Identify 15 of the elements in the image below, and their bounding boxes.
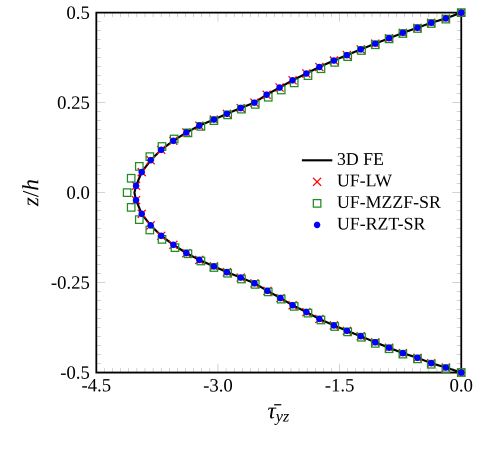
y-tick-label: -0.5 — [60, 366, 90, 379]
legend-label: UF-LW — [337, 174, 392, 186]
y-axis-title: z/h — [22, 180, 38, 206]
y-tick-label: 0.0 — [67, 186, 90, 199]
y-tick-label: 0.25 — [58, 96, 90, 109]
x-tick-label: 0.0 — [450, 378, 472, 392]
legend-label: UF-RZT-SR — [337, 218, 426, 230]
x-tick-label: -3.0 — [204, 378, 232, 392]
x-axis-title: τ̄$_{yz}$ — [268, 404, 290, 425]
x-tick-label: -4.5 — [82, 378, 110, 392]
legend-label: UF-MZZF-SR — [337, 196, 441, 208]
y-tick-label: -0.25 — [52, 276, 90, 289]
x-tick-label: -1.5 — [326, 378, 354, 392]
legend-label: 3D FE — [338, 152, 384, 165]
y-tick-label: 0.5 — [67, 6, 90, 19]
